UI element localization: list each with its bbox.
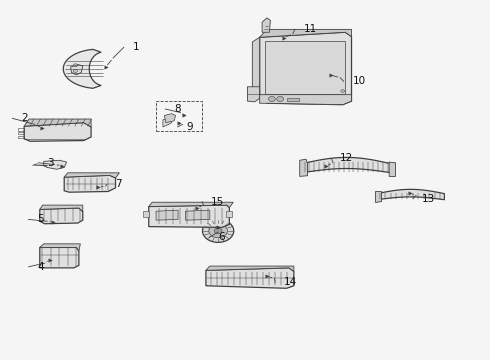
Circle shape (209, 224, 227, 238)
Polygon shape (260, 30, 351, 37)
Text: 10: 10 (352, 76, 366, 86)
Polygon shape (64, 175, 116, 192)
Polygon shape (185, 210, 210, 220)
Polygon shape (260, 95, 351, 105)
Polygon shape (40, 205, 83, 212)
Text: 1: 1 (133, 42, 139, 52)
Bar (144, 211, 149, 217)
Polygon shape (63, 49, 101, 88)
Polygon shape (301, 157, 392, 173)
Text: 4: 4 (37, 262, 44, 272)
Polygon shape (40, 244, 80, 251)
Bar (226, 211, 232, 217)
Text: 9: 9 (186, 122, 193, 132)
Circle shape (74, 69, 77, 72)
Polygon shape (24, 119, 91, 127)
Polygon shape (377, 189, 444, 200)
Text: 15: 15 (211, 197, 224, 207)
Text: 6: 6 (218, 232, 225, 242)
Polygon shape (40, 208, 83, 224)
Polygon shape (247, 87, 260, 102)
Polygon shape (375, 192, 381, 202)
Text: 11: 11 (304, 24, 317, 35)
Circle shape (202, 220, 234, 242)
Polygon shape (64, 173, 120, 178)
Text: 8: 8 (174, 104, 181, 114)
Text: 7: 7 (116, 179, 122, 189)
Bar (18, 129, 24, 131)
Text: 12: 12 (340, 153, 353, 163)
Circle shape (269, 96, 275, 102)
Bar (265, 41, 345, 94)
Polygon shape (206, 266, 294, 271)
Polygon shape (24, 123, 91, 141)
Bar (18, 135, 24, 138)
Polygon shape (156, 210, 178, 220)
Polygon shape (40, 247, 79, 268)
Circle shape (277, 96, 284, 102)
Text: 13: 13 (422, 194, 435, 204)
Polygon shape (206, 268, 294, 288)
Text: 3: 3 (47, 158, 54, 168)
Circle shape (341, 90, 344, 93)
Polygon shape (300, 159, 308, 176)
Polygon shape (44, 160, 67, 169)
Circle shape (74, 64, 77, 67)
Polygon shape (164, 114, 175, 123)
Polygon shape (389, 162, 395, 176)
Polygon shape (262, 18, 270, 32)
Bar (287, 98, 299, 101)
Polygon shape (163, 118, 172, 127)
Circle shape (214, 228, 222, 234)
Bar (18, 132, 24, 134)
Polygon shape (149, 202, 233, 208)
Bar (156, 101, 202, 131)
Text: 2: 2 (21, 113, 28, 123)
Polygon shape (252, 37, 260, 98)
Text: 5: 5 (37, 215, 44, 224)
Polygon shape (71, 64, 83, 75)
Polygon shape (260, 32, 351, 105)
Text: 14: 14 (284, 277, 297, 287)
Polygon shape (149, 205, 229, 227)
